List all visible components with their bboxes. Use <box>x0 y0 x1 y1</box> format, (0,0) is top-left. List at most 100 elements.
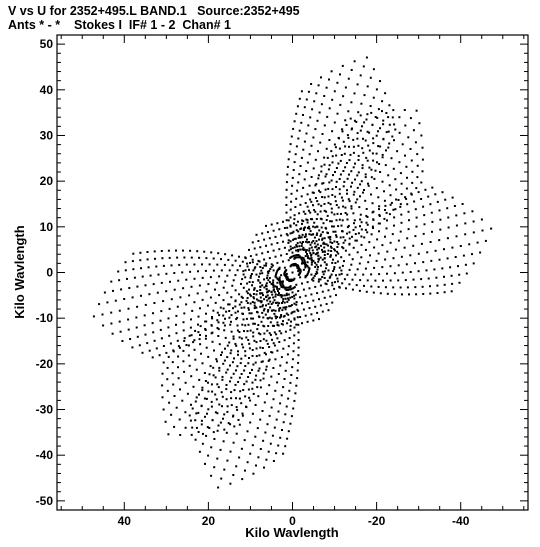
uv-point <box>336 241 339 243</box>
uv-point <box>382 279 384 282</box>
uv-point <box>259 305 262 308</box>
uv-point <box>258 260 261 263</box>
uv-point <box>350 69 353 71</box>
uv-point <box>152 283 155 286</box>
uv-point <box>412 129 415 132</box>
uv-point <box>219 448 222 451</box>
uv-point <box>378 273 381 276</box>
uv-point <box>210 383 213 386</box>
uv-point <box>370 285 373 288</box>
uv-point <box>306 261 309 264</box>
uv-point <box>330 207 333 210</box>
uv-point <box>319 141 322 144</box>
uv-point <box>263 351 266 354</box>
uv-point <box>255 355 258 358</box>
uv-point <box>302 246 305 249</box>
uv-point <box>321 290 324 293</box>
uv-point <box>319 278 322 281</box>
uv-point <box>161 257 164 260</box>
uv-point <box>308 247 311 250</box>
uv-point <box>248 288 250 291</box>
uv-point <box>337 225 340 228</box>
uv-point <box>377 145 380 148</box>
uv-point <box>138 344 141 347</box>
uv-point <box>213 349 215 352</box>
uv-point <box>132 252 135 255</box>
uv-point <box>438 258 441 261</box>
uv-point <box>257 259 260 262</box>
uv-point <box>308 153 311 156</box>
uv-point <box>334 262 337 264</box>
uv-point <box>356 251 359 254</box>
uv-point <box>131 260 134 263</box>
uv-point <box>329 241 332 244</box>
uv-point <box>213 466 216 469</box>
uv-point <box>298 97 301 100</box>
uv-point <box>182 249 184 252</box>
uv-point <box>172 350 175 353</box>
uv-point <box>324 282 327 285</box>
uv-point <box>333 90 336 93</box>
uv-point <box>274 255 277 258</box>
uv-point <box>405 165 408 168</box>
uv-point <box>244 350 247 353</box>
uv-point <box>323 246 326 249</box>
uv-point <box>345 124 348 126</box>
uv-point <box>285 361 288 364</box>
uv-point <box>352 228 355 231</box>
uv-point <box>276 337 279 340</box>
uv-point <box>325 243 328 246</box>
uv-point <box>304 265 307 267</box>
uv-point <box>461 203 464 205</box>
uv-point <box>434 193 437 196</box>
y-tick-label: -40 <box>36 448 54 462</box>
uv-point <box>385 131 388 134</box>
uv-point <box>327 195 330 198</box>
uv-point <box>310 261 313 264</box>
uv-point <box>158 354 161 357</box>
uv-point <box>283 227 286 229</box>
uv-point <box>310 144 313 147</box>
uv-point <box>311 249 314 252</box>
uv-point <box>249 372 251 374</box>
uv-point <box>335 186 337 188</box>
uv-point <box>267 359 270 362</box>
uv-point <box>370 273 373 276</box>
uv-point <box>359 279 362 282</box>
uv-point <box>312 319 315 322</box>
uv-point <box>239 264 242 267</box>
uv-point <box>207 454 210 457</box>
uv-point <box>212 431 215 434</box>
uv-point <box>204 380 207 382</box>
uv-point <box>280 234 283 237</box>
uv-point <box>241 278 244 281</box>
uv-point <box>246 430 249 433</box>
uv-point <box>321 238 324 241</box>
uv-point <box>249 452 252 455</box>
uv-point <box>193 277 196 280</box>
uv-point <box>323 270 326 273</box>
uv-point <box>411 181 414 184</box>
uv-point <box>191 407 194 410</box>
uv-point <box>333 287 336 290</box>
uv-point <box>392 167 395 170</box>
uv-point <box>278 266 281 269</box>
uv-point <box>197 431 200 433</box>
uv-point <box>127 307 130 310</box>
uv-point <box>318 258 320 261</box>
uv-point <box>261 360 264 363</box>
uv-point <box>214 288 216 291</box>
uv-point <box>293 302 296 305</box>
uv-point <box>311 218 314 221</box>
uv-point <box>301 322 303 325</box>
uv-point <box>185 263 188 266</box>
uv-point <box>439 228 442 231</box>
uv-point <box>201 263 203 266</box>
uv-point <box>476 241 479 244</box>
uv-point <box>141 275 144 278</box>
uv-point <box>343 180 346 183</box>
uv-point <box>417 252 420 255</box>
uv-point <box>188 364 191 367</box>
uv-point <box>308 227 311 230</box>
